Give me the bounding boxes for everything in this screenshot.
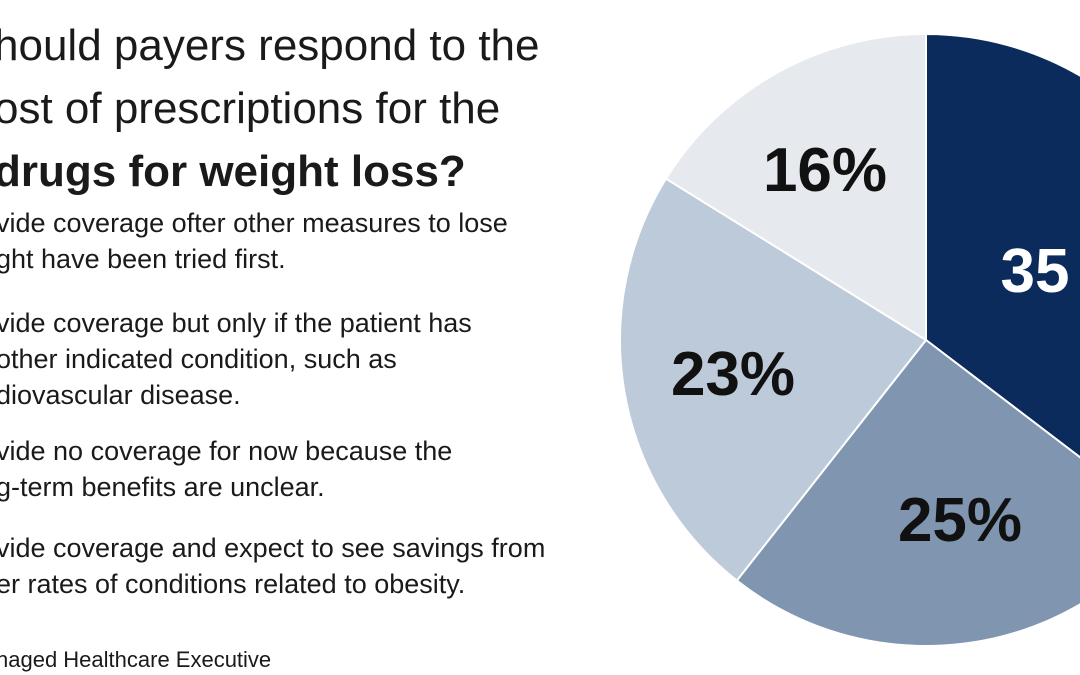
title-line-2: ost of prescriptions for the — [0, 84, 501, 133]
answer-option-2: vide coverage but only if the patient ha… — [0, 305, 472, 413]
answer-option-2-line-2: other indicated condition, such as — [0, 344, 397, 374]
answer-option-3-line-1: vide no coverage for now because the — [0, 436, 453, 466]
answer-option-1: vide coverage ofter other measures to lo… — [0, 205, 508, 277]
pie-slice-1 — [925, 32, 1080, 459]
pie-slice-label-4: 16% — [763, 136, 887, 205]
title-line-1: hould payers respond to the — [0, 21, 540, 70]
pie-slice-3 — [619, 177, 928, 582]
answer-option-1-line-2: ght have been tried first. — [0, 244, 286, 274]
answer-option-3: vide no coverage for now because the g-t… — [0, 433, 452, 505]
pie-slice-2 — [735, 338, 1080, 647]
answer-option-4-line-2: er rates of conditions related to obesit… — [0, 569, 466, 599]
answer-option-4: vide coverage and expect to see savings … — [0, 530, 545, 602]
answer-option-1-line-1: vide coverage ofter other measures to lo… — [0, 208, 508, 238]
source-credit: naged Healthcare Executive — [0, 647, 272, 672]
answer-option-2-line-1: vide coverage but only if the patient ha… — [0, 308, 472, 338]
chart-title: hould payers respond to the ost of presc… — [0, 14, 604, 203]
pie-slice-label-2: 25% — [898, 486, 1022, 555]
pie-slice-label-1: 35 — [1001, 237, 1070, 306]
answer-option-2-line-3: diovascular disease. — [0, 380, 241, 410]
answer-option-4-line-1: vide coverage and expect to see savings … — [0, 533, 546, 563]
pie-slice-label-3: 23% — [671, 340, 795, 409]
title-line-3: drugs for weight loss? — [0, 147, 466, 196]
answer-option-3-line-2: g-term benefits are unclear. — [0, 472, 325, 502]
pie-slice-4 — [664, 32, 927, 342]
